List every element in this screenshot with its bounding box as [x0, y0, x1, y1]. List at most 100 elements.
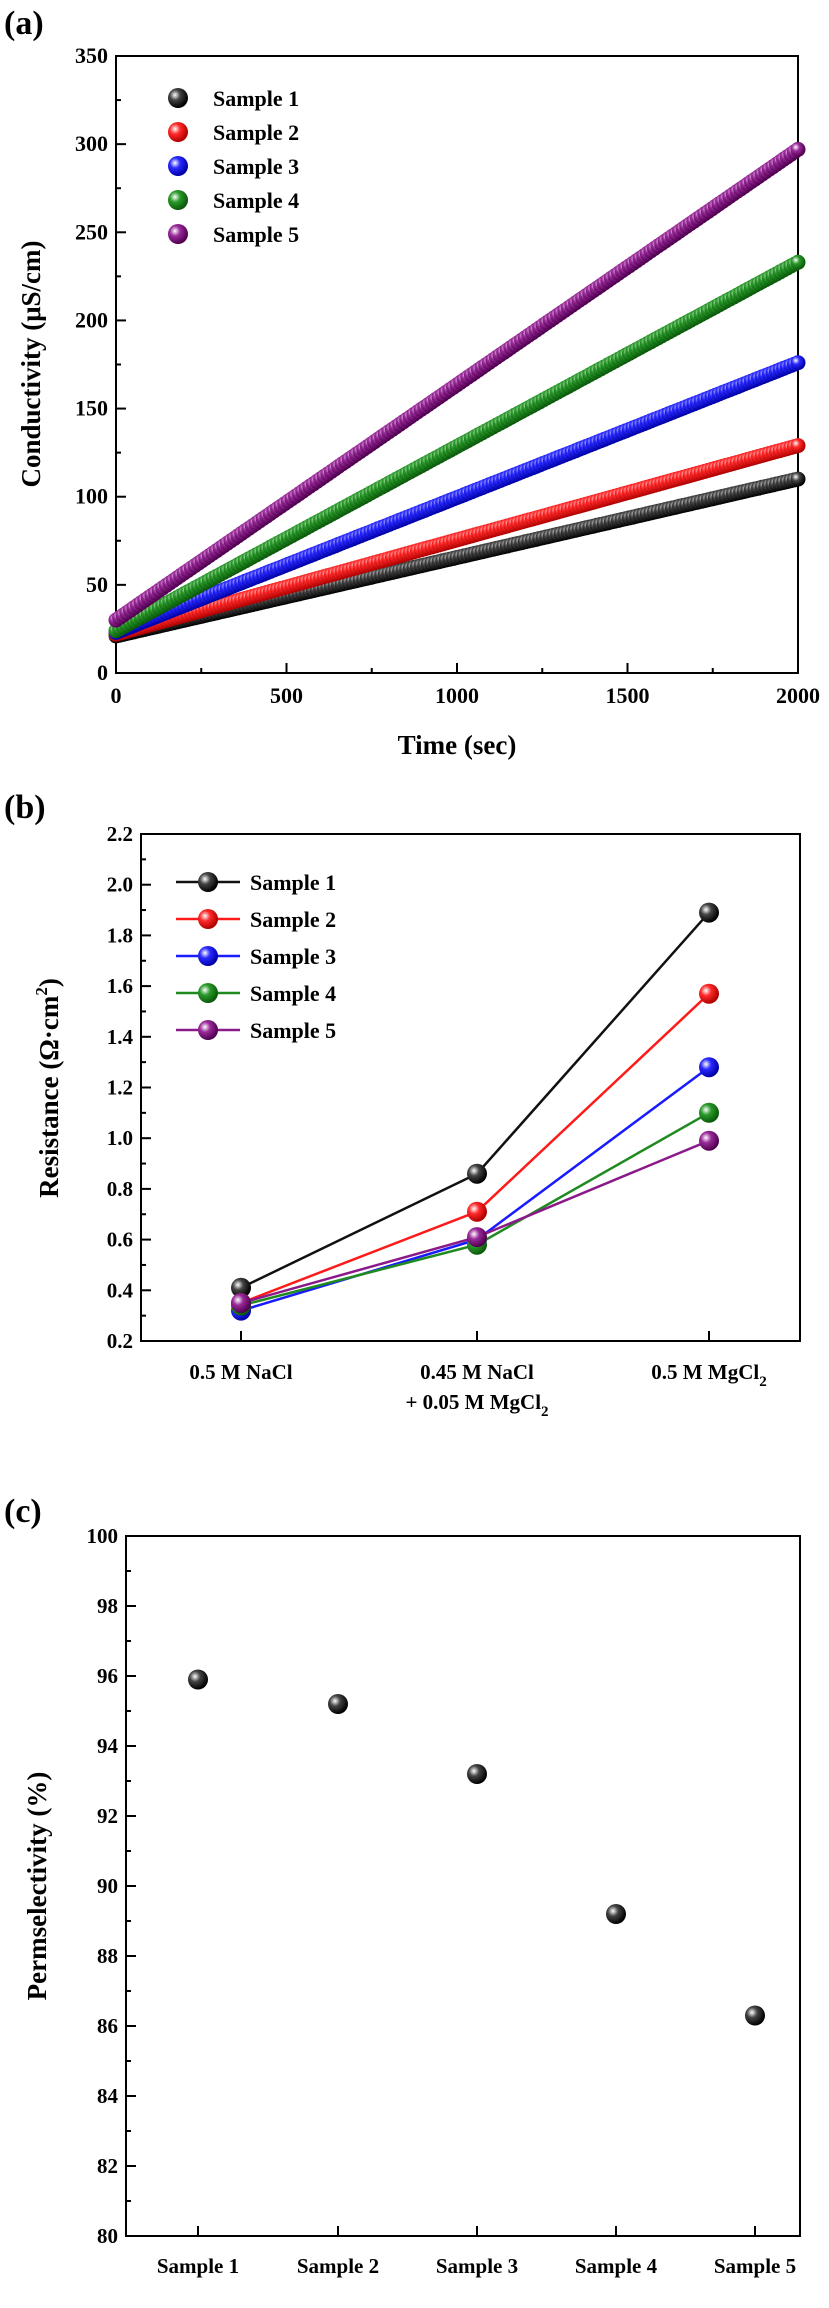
panel-c-ytick-label: 90 [97, 1874, 118, 1898]
panel-c-ticks: 80 82 84 86 88 90 92 94 96 98 100 Sample 1 Sample 2 S… [87, 1524, 797, 2278]
legend-marker [168, 190, 188, 210]
panel-a-ytick-label: 100 [75, 484, 108, 509]
series-sample-4 [108, 254, 806, 639]
panel-c-xtick-label: Sample 1 [157, 2254, 239, 2278]
legend-marker [198, 909, 218, 929]
data-point [467, 1764, 487, 1784]
legend-label: Sample 4 [250, 981, 336, 1006]
panel-b-ticks: 0.2 0.4 0.6 0.8 1.0 1.2 1.4 1.6 1.8 2.0 2.2 0.5 M N… [107, 822, 767, 1420]
category-label-text: 0.5 M MgCl [651, 1360, 759, 1384]
panel-a-ytick-label: 150 [75, 396, 108, 421]
panel-b-xtick-label: 0.5 M NaCl [189, 1360, 292, 1384]
panel-a-xtick-label: 0 [111, 683, 122, 708]
panel-c-ylabel: Permselectivity (%) [22, 1772, 52, 2001]
data-point [699, 1057, 719, 1078]
data-point [790, 254, 806, 270]
panel-c-ytick-label: 88 [97, 1944, 118, 1968]
panel-c-xtick-label: Sample 3 [436, 2254, 518, 2278]
data-point [699, 1130, 719, 1151]
data-point [745, 2005, 765, 2026]
panel-a-xtick-label: 500 [270, 683, 303, 708]
category-label-text: 0.5 M NaCl [189, 1360, 292, 1384]
legend-label: Sample 3 [250, 944, 336, 969]
legend-marker [198, 872, 218, 892]
series-permselectivity [188, 1669, 765, 2026]
panel-b-xtick-label: 0.5 M MgCl2 [651, 1360, 766, 1390]
panel-b-ylabel-sup: 2 [32, 987, 51, 996]
legend-marker [168, 88, 188, 108]
series-sample-5 [108, 141, 806, 628]
series-sample-5 [231, 1130, 719, 1313]
panel-a-ytick-label: 250 [75, 219, 108, 244]
panel-a-ytick-label: 50 [86, 572, 108, 597]
data-point [231, 1277, 251, 1298]
series-sample-1 [231, 902, 719, 1298]
panel-c-ytick-label: 86 [97, 2014, 118, 2038]
panel-b-ylabel-end: ) [34, 978, 64, 987]
panel-c-series [188, 1669, 765, 2026]
legend-marker [198, 983, 218, 1003]
panel-a-xtick-label: 2000 [776, 683, 820, 708]
panel-c-ytick-label: 80 [97, 2224, 118, 2248]
category-label-subscript: 2 [541, 1404, 549, 1420]
data-point [188, 1669, 208, 1690]
panel-c-ytick-label: 84 [97, 2084, 119, 2108]
panel-b-series [231, 902, 719, 1321]
legend-label: Sample 4 [213, 188, 299, 213]
panel-b-ytick-label: 2.2 [107, 822, 133, 846]
panel-a-xlabel: Time (sec) [398, 730, 517, 760]
panel-b-xtick-label: + 0.05 M MgCl2 [405, 1390, 548, 1420]
panel-b-ytick-label: 1.6 [107, 974, 133, 998]
panel-b-xtick-label: 0.45 M NaCl [420, 1360, 534, 1384]
panel-c-ytick-label: 82 [97, 2154, 118, 2178]
data-point [699, 1102, 719, 1123]
data-point [467, 1163, 487, 1184]
data-point [790, 471, 806, 487]
legend-label: Sample 2 [250, 907, 336, 932]
data-point [467, 1201, 487, 1222]
data-point [231, 1293, 251, 1313]
data-point [790, 438, 806, 454]
series-line [240, 1066, 710, 1312]
panel-b-legend: Sample 1 Sample 2 Sample 3 Sample 4 Sample 5 [176, 870, 336, 1043]
panel-b-ytick-label: 0.8 [107, 1177, 133, 1201]
category-label-text: 0.45 M NaCl [420, 1360, 534, 1384]
panel-c: (c) 80 82 84 86 88 90 92 94 96 98 100 Sample 1 Sampl… [4, 1493, 801, 2278]
panel-b-ylabel: Resistance (Ω·cm2) [32, 978, 64, 1198]
data-point [699, 902, 719, 923]
legend-marker [168, 156, 188, 176]
panel-c-label: (c) [4, 1493, 42, 1530]
panel-c-xtick-label: Sample 4 [575, 2254, 658, 2278]
panel-c-ytick-label: 100 [87, 1524, 119, 1548]
data-point [699, 983, 719, 1004]
panel-a: (a) 0 500 1000 1500 2000 0 50 100 150 200 250 300 35… [4, 5, 820, 760]
panel-a-label: (a) [4, 5, 44, 42]
panel-a-legend: Sample 1 Sample 2 Sample 3 Sample 4 Sample 5 [168, 86, 299, 247]
panel-a-ticks: 0 500 1000 1500 2000 0 50 100 150 200 250 300 350 [75, 43, 820, 708]
series-sample-2 [108, 438, 806, 642]
panel-c-frame [125, 1535, 801, 2237]
legend-label: Sample 2 [213, 120, 299, 145]
panel-a-ytick-label: 300 [75, 131, 108, 156]
panel-a-ylabel: Conductivity (μS/cm) [16, 240, 46, 487]
legend-label: Sample 1 [250, 870, 336, 895]
panel-c-ytick-label: 92 [97, 1804, 118, 1828]
data-point [606, 1904, 626, 1924]
panel-a-xtick-label: 1000 [435, 683, 479, 708]
legend-marker [168, 224, 188, 244]
panel-b-ytick-label: 0.4 [107, 1278, 134, 1302]
panel-c-xtick-label: Sample 2 [297, 2254, 379, 2278]
panel-b-ytick-label: 1.2 [107, 1076, 133, 1100]
panel-a-series [108, 141, 806, 644]
panel-b-ytick-label: 0.2 [107, 1329, 133, 1353]
panel-b-label: (b) [4, 789, 46, 826]
panel-b-ytick-label: 1.0 [107, 1126, 133, 1150]
data-point [328, 1694, 348, 1714]
panel-a-ytick-label: 200 [75, 307, 108, 332]
panel-c-ytick-label: 98 [97, 1594, 118, 1618]
category-label-text: + 0.05 M MgCl [405, 1390, 541, 1414]
panel-b-ytick-label: 1.8 [107, 923, 133, 947]
legend-marker [198, 946, 218, 966]
data-point [790, 355, 806, 371]
